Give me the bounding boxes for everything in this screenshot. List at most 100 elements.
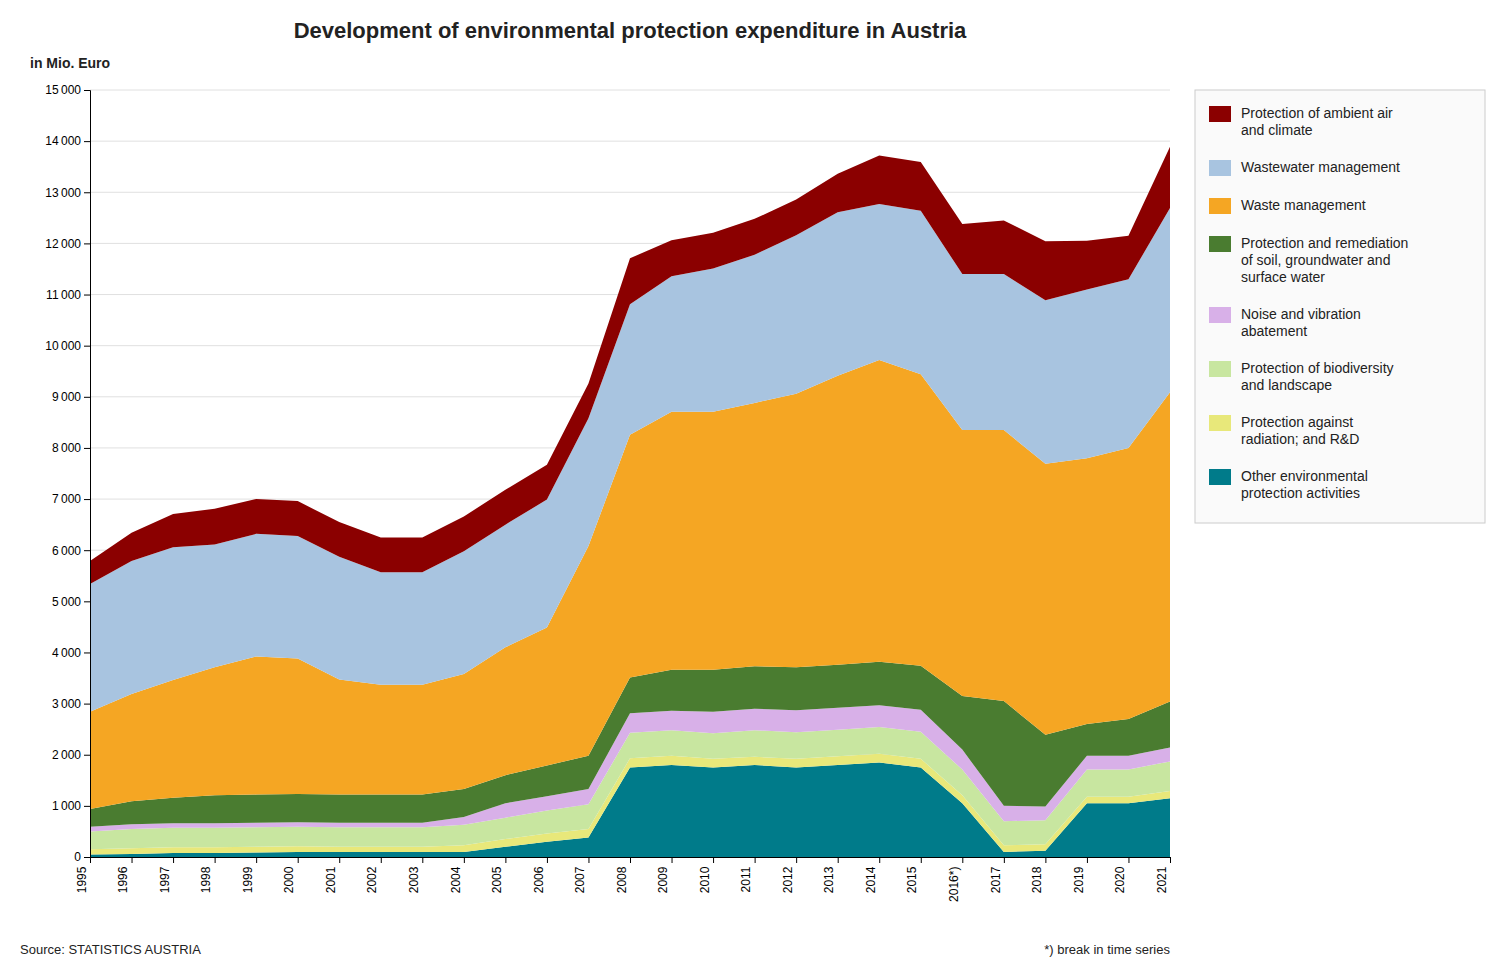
y-tick-mark [84,857,90,858]
x-tick: 2018 [1030,857,1046,893]
y-axis-label: in Mio. Euro [30,55,110,71]
x-tick-mark [381,857,382,863]
y-tick-mark [84,704,90,705]
plot: 01 0002 0003 0004 0005 0006 0007 0008 00… [45,83,1170,902]
x-tick-label: 2005 [490,866,504,893]
x-tick: 1997 [158,857,174,893]
legend-swatch [1209,415,1231,431]
legend-swatch [1209,469,1231,485]
y-tick: 8 000 [52,441,90,455]
y-tick-mark [84,295,90,296]
y-tick: 2 000 [52,748,90,762]
legend-swatch [1209,307,1231,323]
x-tick-mark [1087,857,1088,863]
y-tick: 6 000 [52,544,90,558]
x-tick-mark [630,857,631,863]
x-tick: 2020 [1113,857,1129,893]
y-tick: 4 000 [52,646,90,660]
x-tick: 2006 [532,857,548,893]
y-tick-mark [84,652,90,653]
y-tick: 9 000 [52,390,90,404]
x-tick-label: 1995 [75,866,89,893]
legend-label: Noise and vibrationabatement [1241,306,1361,339]
x-tick-label: 2006 [532,866,546,893]
y-tick-label: 4 000 [52,646,81,660]
annotation: *) break in time series [1044,942,1170,957]
x-tick-label: 2001 [324,866,338,893]
y-tick: 7 000 [52,492,90,506]
x-tick-label: 2013 [822,866,836,893]
x-tick: 1996 [116,857,132,893]
x-tick-label: 1998 [199,866,213,893]
x-tick: 1999 [241,857,257,893]
title: Development of environmental protection … [294,18,967,43]
x-tick-mark [298,857,299,863]
y-tick-mark [84,141,90,142]
x-tick-mark [547,857,548,863]
y-tick-mark [84,346,90,347]
legend-swatch [1209,106,1231,122]
x-tick-label: 2015 [905,866,919,893]
x-tick-mark [173,857,174,863]
x-axis-line [91,858,1171,864]
x-tick-label: 2012 [781,866,795,893]
y-tick: 3 000 [52,697,90,711]
y-tick: 11 000 [46,288,90,302]
y-tick-label: 2 000 [52,748,81,762]
y-tick-label: 11 000 [46,288,81,302]
y-tick-label: 7 000 [52,492,81,506]
x-tick: 1995 [75,857,91,893]
x-tick: 2004 [449,857,465,893]
x-tick: 2021 [1155,857,1171,893]
y-tick-label: 3 000 [52,697,81,711]
x-tick-label: 2018 [1030,866,1044,893]
x-tick-mark [505,857,506,863]
y-tick-mark [84,192,90,193]
grid-line [90,90,1170,91]
x-tick-label: 2017 [989,866,1003,893]
x-tick: 2012 [781,857,797,893]
y-tick-label: 13 000 [45,186,81,200]
areas [90,147,1170,857]
y-tick-label: 6 000 [52,544,81,558]
x-tick-label: 2003 [407,866,421,893]
legend-label: Protection and remediationof soil, groun… [1241,235,1408,285]
y-tick-label: 9 000 [52,390,81,404]
legend-label: Protection of ambient airand climate [1241,105,1393,138]
y-tick-label: 10 000 [45,339,81,353]
x-tick-mark [879,857,880,863]
x-tick-mark [838,857,839,863]
legend-box [1195,90,1485,523]
annotation: Source: STATISTICS AUSTRIA [20,942,201,957]
x-tick: 2001 [324,857,340,893]
y-tick-label: 15 000 [45,83,81,97]
y-tick-label: 1 000 [52,799,81,813]
x-tick-label: 2010 [698,866,712,893]
x-tick-label: 2002 [365,866,379,893]
x-tick-mark [464,857,465,863]
x-tick: 2000 [282,857,298,893]
x-tick-mark [588,857,589,863]
x-tick: 2009 [656,857,672,893]
grid-line [90,141,1170,142]
y-axis: 01 0002 0003 0004 0005 0006 0007 0008 00… [45,83,90,864]
y-tick-mark [84,806,90,807]
x-tick-label: 2019 [1072,866,1086,893]
x-tick-mark [90,857,91,863]
y-tick-mark [84,397,90,398]
legend-label: Protection againstradiation; and R&D [1241,414,1359,447]
legend-label: Protection of biodiversityand landscape [1241,360,1394,393]
x-tick-label: 1997 [158,866,172,893]
x-tick-mark [796,857,797,863]
y-tick-mark [84,90,90,91]
x-tick-label: 2000 [282,866,296,893]
y-tick-mark [84,601,90,602]
x-tick-label: 2011 [739,866,753,892]
x-tick: 2019 [1072,857,1088,893]
legend-swatch [1209,198,1231,214]
x-tick-label: 2004 [449,866,463,893]
x-tick-label: 1996 [116,866,130,893]
x-tick-mark [962,857,963,863]
legend: Protection of ambient airand climateWast… [1195,90,1485,523]
x-tick-label: 2007 [573,866,587,893]
